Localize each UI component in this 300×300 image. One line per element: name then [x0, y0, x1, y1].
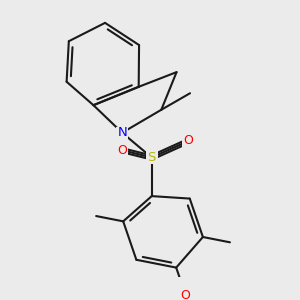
Text: N: N	[117, 126, 127, 139]
FancyBboxPatch shape	[180, 289, 191, 300]
Text: O: O	[117, 144, 127, 157]
FancyBboxPatch shape	[116, 144, 128, 156]
Text: S: S	[148, 151, 156, 164]
Text: O: O	[181, 289, 190, 300]
FancyBboxPatch shape	[182, 135, 194, 147]
Text: O: O	[183, 134, 193, 148]
FancyBboxPatch shape	[146, 152, 158, 164]
FancyBboxPatch shape	[116, 127, 128, 139]
